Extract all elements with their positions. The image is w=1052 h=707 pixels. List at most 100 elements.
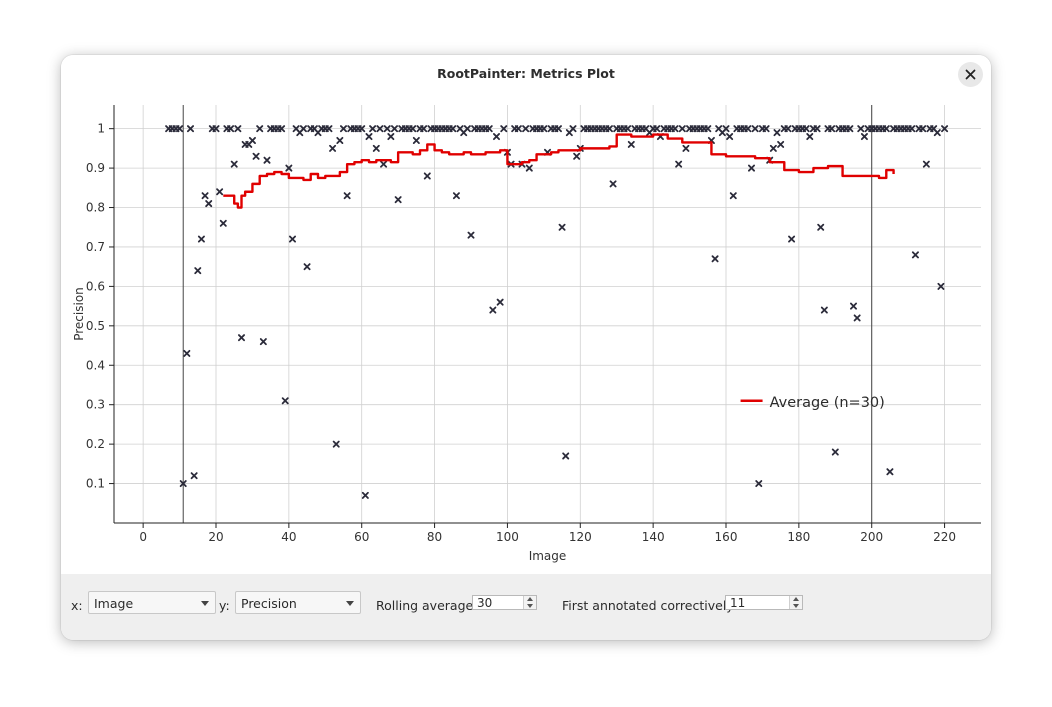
plot-area[interactable]: 0 20 40 60 80 100 120 140 160 180 200 220 0.1 0.2 0.3 0… xyxy=(61,93,991,574)
data-point xyxy=(828,125,836,133)
data-point xyxy=(860,133,868,141)
x-tick-label: 100 xyxy=(496,530,519,544)
data-point xyxy=(773,129,781,137)
chevron-down-icon[interactable] xyxy=(793,604,799,608)
data-point xyxy=(554,125,562,133)
data-point xyxy=(941,125,949,133)
data-point xyxy=(263,156,271,164)
x-tick-label: 0 xyxy=(139,530,147,544)
rolling-average-value: 30 xyxy=(477,596,493,610)
chevron-down-icon xyxy=(346,601,354,606)
data-point xyxy=(514,125,522,133)
close-button[interactable] xyxy=(958,62,983,87)
y-tick-label: 0.3 xyxy=(86,398,105,412)
x-tick-label: 140 xyxy=(642,530,665,544)
data-point xyxy=(372,144,380,152)
data-point xyxy=(755,480,763,488)
rolling-average-stepper[interactable] xyxy=(523,596,536,609)
data-point xyxy=(850,302,857,310)
data-point xyxy=(452,192,460,200)
first-annotated-label: First annotated correctively: xyxy=(562,598,737,613)
data-point xyxy=(227,125,235,133)
data-point xyxy=(303,263,311,271)
data-point xyxy=(569,125,577,133)
chevron-up-icon[interactable] xyxy=(527,597,533,601)
data-point xyxy=(190,472,198,480)
data-point xyxy=(540,125,548,133)
chevron-up-icon[interactable] xyxy=(793,597,799,601)
data-point xyxy=(361,491,369,499)
data-point xyxy=(176,125,184,133)
data-point xyxy=(806,133,814,141)
data-point xyxy=(886,468,894,476)
title-bar[interactable]: RootPainter: Metrics Plot xyxy=(61,55,991,93)
data-point xyxy=(558,223,566,231)
data-point xyxy=(922,160,930,168)
x-tick-label: 160 xyxy=(715,530,738,544)
controls-bar: x: Image y: Precision Rolling average: 3… xyxy=(61,574,991,640)
data-point xyxy=(777,140,785,148)
data-point xyxy=(285,164,293,172)
data-point xyxy=(376,125,384,133)
first-annotated-spinbox[interactable]: 11 xyxy=(725,595,803,610)
data-point xyxy=(420,125,428,133)
data-point xyxy=(522,125,530,133)
metrics-chart[interactable]: 0 20 40 60 80 100 120 140 160 180 200 220 0.1 0.2 0.3 0… xyxy=(61,93,991,574)
data-point xyxy=(769,144,777,152)
data-point xyxy=(358,125,366,133)
data-point xyxy=(704,125,712,133)
data-point xyxy=(197,235,205,243)
first-annotated-stepper[interactable] xyxy=(789,596,802,609)
y-tick-label: 1 xyxy=(97,122,105,136)
data-point xyxy=(653,125,661,133)
y-axis-label: y: xyxy=(219,598,230,613)
data-point xyxy=(325,125,333,133)
chevron-down-icon[interactable] xyxy=(527,604,533,608)
x-tick-label: 60 xyxy=(354,530,369,544)
x-tick-label: 40 xyxy=(281,530,296,544)
data-point xyxy=(744,125,752,133)
data-point xyxy=(788,235,796,243)
x-tick-label: 180 xyxy=(787,530,810,544)
data-point xyxy=(729,192,737,200)
data-point xyxy=(256,125,264,133)
data-point xyxy=(278,125,286,133)
data-point xyxy=(605,125,613,133)
data-point xyxy=(409,125,417,133)
data-point xyxy=(467,231,475,239)
data-point xyxy=(919,125,927,133)
data-point xyxy=(908,125,916,133)
data-point xyxy=(340,125,347,133)
data-point xyxy=(423,172,431,180)
x-tick-label: 80 xyxy=(427,530,442,544)
y-axis-select[interactable]: Precision xyxy=(235,591,361,614)
data-point xyxy=(369,125,377,133)
first-annotated-value: 11 xyxy=(730,596,746,610)
y-axis-title: Precision xyxy=(72,287,86,341)
data-point xyxy=(281,397,289,405)
data-point xyxy=(784,125,792,133)
window-title: RootPainter: Metrics Plot xyxy=(437,66,615,81)
x-axis-select-value: Image xyxy=(94,596,134,611)
data-point xyxy=(387,133,395,141)
x-axis-label: x: xyxy=(71,598,83,613)
data-point xyxy=(332,440,340,448)
data-point xyxy=(187,125,194,133)
chevron-down-icon xyxy=(201,601,209,606)
x-axis-select[interactable]: Image xyxy=(88,591,216,614)
data-point xyxy=(230,160,238,168)
x-tick-label: 20 xyxy=(208,530,223,544)
rolling-average-spinbox[interactable]: 30 xyxy=(472,595,537,610)
y-tick-label: 0.8 xyxy=(86,201,105,215)
data-point xyxy=(289,235,296,243)
metrics-plot-window: RootPainter: Metrics Plot 0 20 40 60 80 100 12… xyxy=(61,55,991,640)
x-axis-title: Image xyxy=(529,549,567,563)
y-tick-label: 0.6 xyxy=(86,279,105,293)
data-point xyxy=(449,125,457,133)
data-point xyxy=(853,314,861,322)
data-point xyxy=(711,255,719,263)
data-point xyxy=(412,136,420,144)
data-point xyxy=(201,192,209,200)
data-point xyxy=(463,125,471,133)
data-point xyxy=(383,125,391,133)
